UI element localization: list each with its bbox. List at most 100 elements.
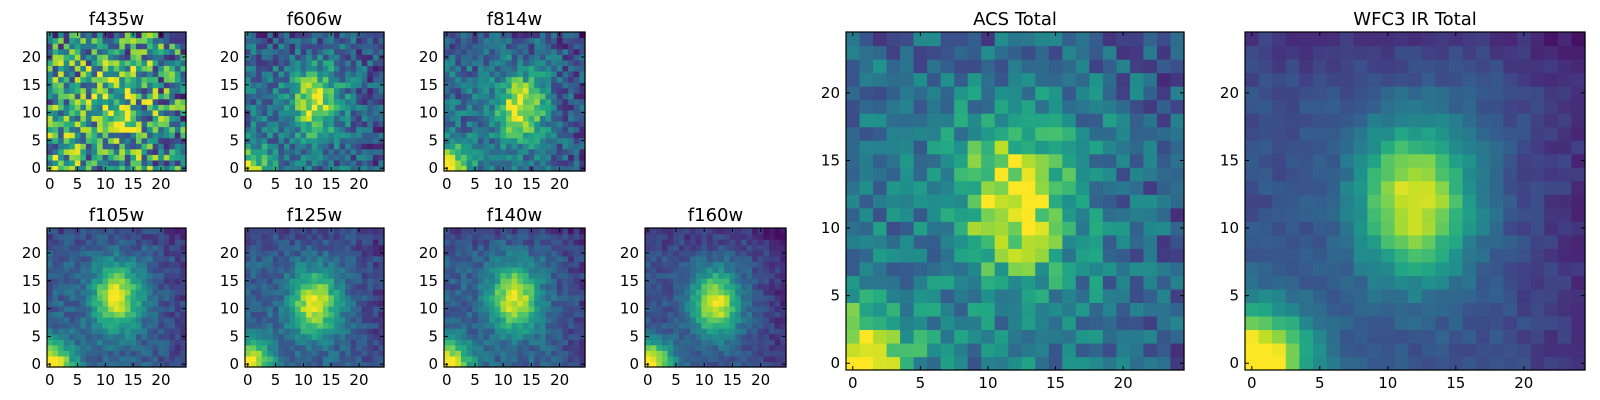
heatmap-cell <box>361 82 368 89</box>
heatmap-cell <box>740 228 748 235</box>
heatmap-cell <box>250 76 257 83</box>
heatmap-cell <box>283 32 291 39</box>
heatmap-cell <box>740 278 748 285</box>
heatmap-cell <box>267 311 274 318</box>
heatmap-cell <box>328 104 335 111</box>
heatmap-cell <box>74 43 81 50</box>
heatmap-cell <box>534 311 541 318</box>
heatmap-cell <box>361 244 368 251</box>
heatmap-cell <box>712 344 719 351</box>
heatmap-cell <box>460 137 468 144</box>
heatmap-cell <box>579 266 586 274</box>
heatmap-cell <box>250 300 257 307</box>
heatmap-cell <box>556 294 564 301</box>
heatmap-cell <box>718 278 725 285</box>
heatmap-cell <box>900 275 915 290</box>
heatmap-cell <box>690 344 697 351</box>
heatmap-cell <box>477 120 485 128</box>
heatmap-cell <box>661 322 669 329</box>
heatmap-cell <box>289 255 296 262</box>
heatmap-cell <box>52 250 59 257</box>
heatmap-cell <box>534 344 541 351</box>
heatmap-cell <box>163 350 170 357</box>
heatmap-cell <box>846 207 861 222</box>
heatmap-cell <box>500 266 507 274</box>
heatmap-cell <box>1062 275 1077 290</box>
heatmap-cell <box>245 350 252 357</box>
heatmap-cell <box>545 93 552 100</box>
heatmap-cell <box>74 148 81 155</box>
heatmap-cell <box>74 316 81 324</box>
heatmap-cell <box>954 288 969 303</box>
heatmap-cell <box>58 333 65 340</box>
heatmap-cell <box>466 322 473 329</box>
heatmap-cell <box>267 283 274 290</box>
heatmap-cell <box>1129 194 1145 209</box>
heatmap-cell <box>494 300 501 307</box>
heatmap-cell <box>545 239 552 246</box>
heatmap-cell <box>477 65 485 72</box>
heatmap-cell <box>261 344 268 351</box>
heatmap-cell <box>322 350 329 357</box>
heatmap-cell <box>300 59 307 66</box>
heatmap-cell <box>528 109 535 116</box>
heatmap-cell <box>152 328 159 335</box>
heatmap-cell <box>147 278 154 285</box>
heatmap-cell <box>460 98 468 105</box>
heatmap-cell <box>306 344 313 351</box>
heatmap-cell <box>661 289 669 296</box>
heatmap-cell <box>69 333 76 340</box>
heatmap-cell <box>707 294 714 301</box>
heatmap-cell <box>261 355 268 363</box>
heatmap-cell <box>261 87 268 94</box>
heatmap-cell <box>306 143 313 150</box>
heatmap-cell <box>472 316 479 324</box>
heatmap-cell <box>130 250 137 257</box>
heatmap-cell <box>108 272 115 279</box>
heatmap-cell <box>339 43 346 50</box>
heatmap-cell <box>74 82 81 89</box>
heatmap-cell <box>147 233 154 240</box>
heatmap-cell <box>63 361 70 368</box>
heatmap-cell <box>130 355 137 363</box>
heatmap-cell <box>328 233 335 240</box>
heatmap-cell <box>147 120 154 128</box>
heatmap-cell <box>328 344 335 351</box>
y-tick-label: 20 <box>419 244 438 262</box>
heatmap-cell <box>701 350 708 357</box>
heatmap-cell <box>311 233 318 240</box>
heatmap-cell <box>272 311 279 318</box>
heatmap-cell <box>300 115 307 122</box>
heatmap-cell <box>678 311 686 318</box>
heatmap-cell <box>545 300 552 307</box>
heatmap-cell <box>306 70 313 78</box>
heatmap-cell <box>152 283 159 290</box>
heatmap-cell <box>80 70 87 78</box>
heatmap-cell <box>97 233 104 240</box>
heatmap-cell <box>306 132 313 139</box>
heatmap-cell <box>517 278 524 285</box>
heatmap-cell <box>80 255 87 262</box>
heatmap-cell <box>130 316 137 324</box>
heatmap-cell <box>311 32 318 39</box>
y-tick-label: 10 <box>419 300 438 318</box>
heatmap-cell <box>690 239 697 246</box>
heatmap-cell <box>517 344 524 351</box>
heatmap-cell <box>746 255 753 262</box>
heatmap-cell <box>927 248 942 263</box>
heatmap-cell <box>295 126 302 133</box>
heatmap-cell <box>483 65 490 72</box>
heatmap-cell <box>723 228 731 235</box>
heatmap-cell <box>345 244 352 251</box>
heatmap-cell <box>769 350 776 357</box>
heatmap-cell <box>300 344 307 351</box>
heatmap-cell <box>119 311 126 318</box>
heatmap-cell <box>339 233 346 240</box>
heatmap-cell <box>339 344 346 351</box>
heatmap-cell <box>511 244 518 251</box>
heatmap-cell <box>367 159 374 167</box>
heatmap-cell <box>667 316 674 324</box>
heatmap-cell <box>63 48 70 55</box>
heatmap-cell <box>147 294 154 301</box>
